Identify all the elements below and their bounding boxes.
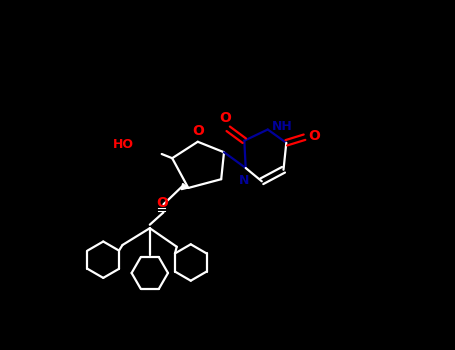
Text: HO: HO — [113, 138, 134, 151]
Text: O: O — [308, 130, 321, 144]
Text: N: N — [239, 174, 249, 187]
Text: O: O — [156, 196, 167, 210]
Text: O: O — [192, 124, 204, 138]
Text: O: O — [219, 111, 231, 125]
Polygon shape — [181, 183, 188, 190]
Text: NH: NH — [272, 120, 293, 133]
